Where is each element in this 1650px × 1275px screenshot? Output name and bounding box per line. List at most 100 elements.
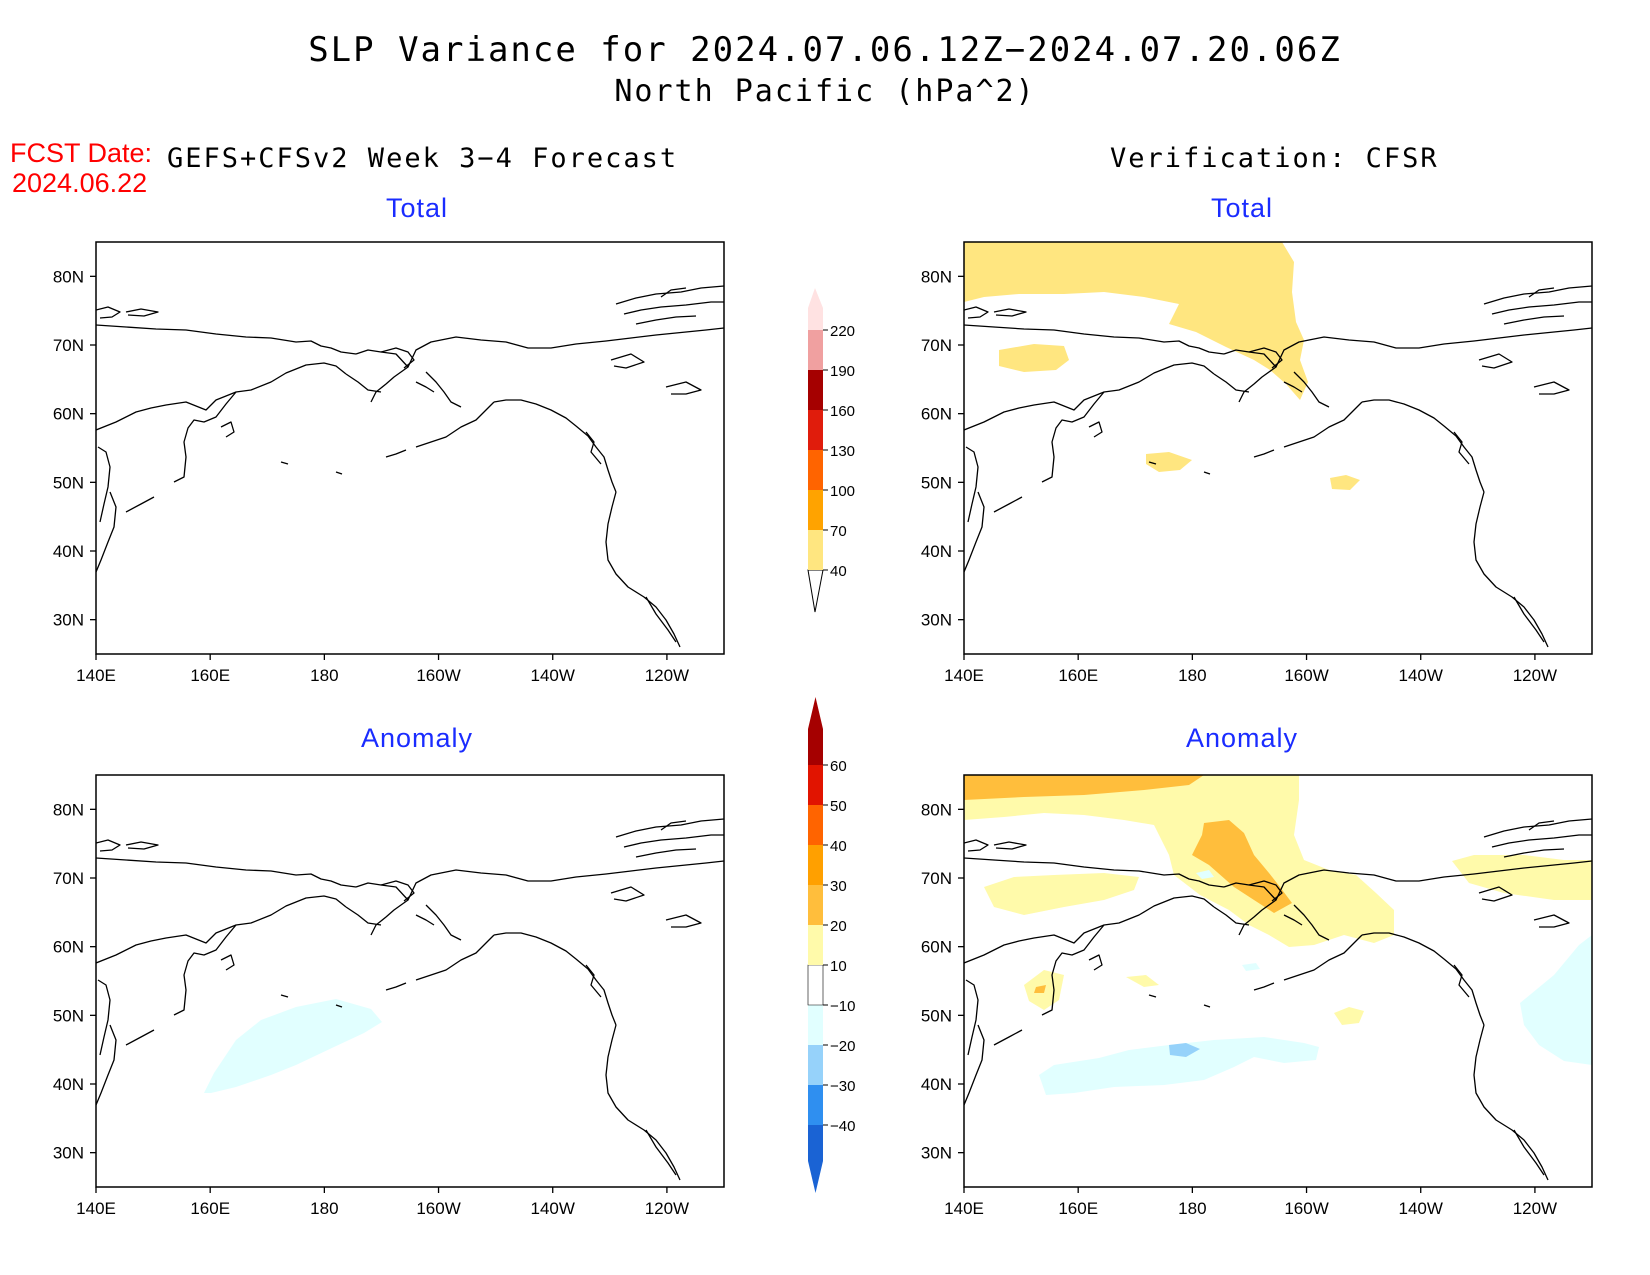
x-tick-label: 160E xyxy=(1058,1199,1098,1218)
y-tick-label: 70N xyxy=(921,869,952,888)
y-tick-label: 80N xyxy=(921,800,952,819)
colorbar-label: 220 xyxy=(830,323,855,340)
colorbar-label: 190 xyxy=(830,363,855,380)
y-axis-ticks: 80N 70N 60N 50N 40N 30N xyxy=(921,267,964,630)
verification-total-title: Total xyxy=(1210,193,1274,223)
colorbar-label: 100 xyxy=(830,483,855,500)
colorbar-box xyxy=(807,964,824,1006)
x-tick-label: 140W xyxy=(531,666,575,685)
y-tick-label: 50N xyxy=(53,473,84,492)
forecast-anomaly-title: Anomaly xyxy=(360,723,474,753)
colorbar-box xyxy=(808,1045,823,1085)
y-tick-label: 30N xyxy=(53,1144,84,1163)
x-tick-label: 140E xyxy=(76,666,116,685)
y-tick-label: 40N xyxy=(921,1075,952,1094)
colorbar-box xyxy=(808,765,823,805)
colorbar-box xyxy=(808,845,823,885)
colorbar-box xyxy=(808,288,823,330)
y-tick-label: 60N xyxy=(921,938,952,957)
x-tick-label: 120W xyxy=(1513,1199,1557,1218)
y-tick-label: 30N xyxy=(921,1144,952,1163)
anomaly-minus10-minus20-region xyxy=(1039,1037,1319,1095)
x-axis-ticks: 140E 160E 180 160W 140W 120W xyxy=(76,1187,689,1218)
map-frame xyxy=(95,241,725,655)
map-frame xyxy=(95,774,725,1188)
verification-column-heading: Verification: CFSR xyxy=(1110,143,1439,174)
y-tick-label: 50N xyxy=(53,1006,84,1025)
y-tick-label: 60N xyxy=(53,405,84,424)
x-tick-label: 160W xyxy=(416,666,460,685)
y-tick-label: 80N xyxy=(53,267,84,286)
y-tick-label: 60N xyxy=(921,405,952,424)
y-axis-ticks: 80N 70N 60N 50N 40N 30N xyxy=(53,267,96,630)
x-tick-label: 180 xyxy=(310,1199,338,1218)
x-tick-label: 140W xyxy=(1399,1199,1443,1218)
verification-anomaly-map: 140E 160E 180 160W 140W 120W 80N 70N 60N 50N 40N 3… xyxy=(921,774,1593,1218)
x-tick-label: 160E xyxy=(1058,666,1098,685)
colorbar-box xyxy=(808,1125,823,1193)
x-tick-label: 180 xyxy=(1178,1199,1206,1218)
y-tick-label: 50N xyxy=(921,1006,952,1025)
x-tick-label: 160E xyxy=(190,1199,230,1218)
colorbar-box xyxy=(808,697,823,765)
colorbar-box xyxy=(808,925,823,965)
colorbar-lower-extension xyxy=(807,569,824,613)
y-tick-label: 70N xyxy=(53,869,84,888)
map-frame xyxy=(963,774,1593,1188)
colorbar-label: 160 xyxy=(830,403,855,420)
colorbar-box xyxy=(808,370,823,410)
figure-subtitle: North Pacific (hPa^2) xyxy=(614,74,1036,109)
x-tick-label: 120W xyxy=(645,1199,689,1218)
colorbar-label: 30 xyxy=(830,878,847,895)
anomaly-minus10-minus20-region xyxy=(204,999,382,1093)
y-tick-label: 50N xyxy=(921,473,952,492)
y-tick-label: 80N xyxy=(53,800,84,819)
colorbar-label: −40 xyxy=(830,1118,855,1135)
y-tick-label: 70N xyxy=(53,336,84,355)
colorbar-label: −20 xyxy=(830,1038,855,1055)
map-frame xyxy=(963,241,1593,655)
x-tick-label: 180 xyxy=(310,666,338,685)
x-tick-label: 140E xyxy=(944,666,984,685)
colorbar-box xyxy=(808,530,823,570)
x-tick-label: 160W xyxy=(416,1199,460,1218)
colorbar-label: −30 xyxy=(830,1078,855,1095)
x-axis-ticks: 140E 160E 180 160W 140W 120W xyxy=(76,654,689,685)
x-tick-label: 160W xyxy=(1284,1199,1328,1218)
y-tick-label: 70N xyxy=(921,336,952,355)
anomaly-10-20-region xyxy=(964,775,1394,947)
x-tick-label: 160W xyxy=(1284,666,1328,685)
fcst-date-value: 2024.06.22 xyxy=(12,168,148,198)
y-tick-label: 30N xyxy=(921,611,952,630)
colorbar-label: 20 xyxy=(830,918,847,935)
colorbar-label: 130 xyxy=(830,443,855,460)
y-tick-label: 80N xyxy=(921,267,952,286)
y-tick-label: 40N xyxy=(53,542,84,561)
x-tick-label: 140E xyxy=(944,1199,984,1218)
colorbar-box xyxy=(808,490,823,530)
x-tick-label: 160E xyxy=(190,666,230,685)
y-tick-label: 60N xyxy=(53,938,84,957)
colorbar-box xyxy=(808,1085,823,1125)
y-tick-label: 40N xyxy=(53,1075,84,1094)
x-tick-label: 180 xyxy=(1178,666,1206,685)
colorbar-box xyxy=(808,410,823,450)
verification-total-map: 140E 160E 180 160W 140W 120W 80N 70N 60N 50N 40N 3… xyxy=(921,241,1593,685)
x-axis-ticks: 140E 160E 180 160W 140W 120W xyxy=(944,1187,1557,1218)
colorbar-label: 60 xyxy=(830,758,847,775)
colorbar-label: −10 xyxy=(830,998,855,1015)
colorbar-label: 50 xyxy=(830,798,847,815)
forecast-column-heading: GEFS+CFSv2 Week 3−4 Forecast xyxy=(167,143,679,174)
figure-title: SLP Variance for 2024.07.06.12Z−2024.07.… xyxy=(308,30,1342,70)
verification-anomaly-title: Anomaly xyxy=(1185,723,1299,753)
x-tick-label: 140W xyxy=(1399,666,1443,685)
colorbar-box xyxy=(808,450,823,490)
x-tick-label: 120W xyxy=(1513,666,1557,685)
x-tick-label: 140W xyxy=(531,1199,575,1218)
anomaly-20-30-region xyxy=(964,775,1204,800)
x-tick-label: 140E xyxy=(76,1199,116,1218)
total-colorbar: 40 70 100 130 160 190 220 xyxy=(807,288,855,613)
anomaly-colorbar: −40 −30 −20 −10 10 20 30 40 50 60 xyxy=(807,697,855,1193)
y-tick-label: 30N xyxy=(53,611,84,630)
